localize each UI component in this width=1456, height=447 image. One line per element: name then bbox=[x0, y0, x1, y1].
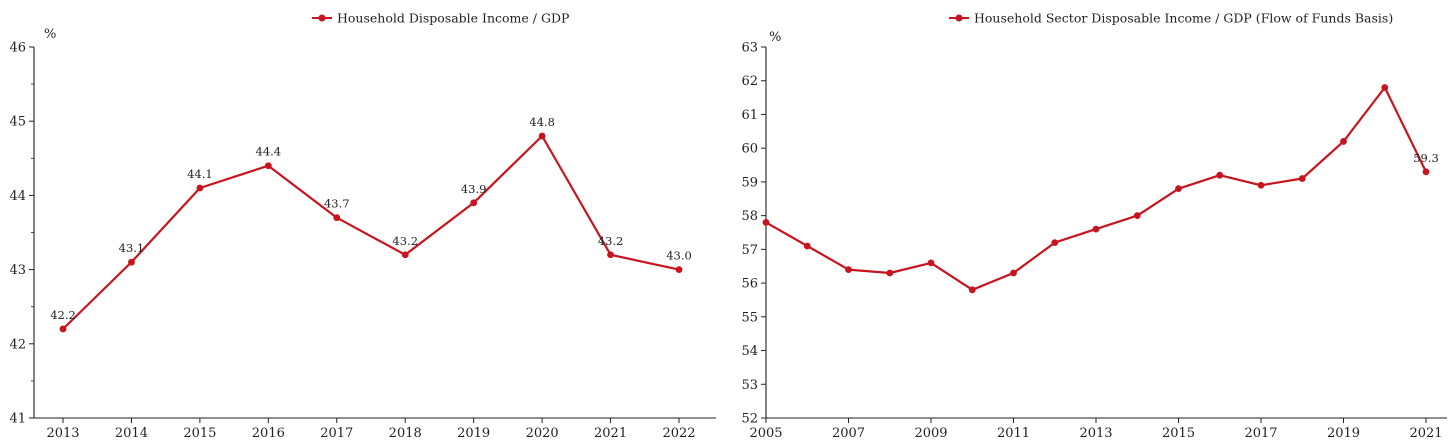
left-data-point bbox=[538, 132, 546, 140]
right-chart-legend: Household Sector Disposable Income / GDP… bbox=[949, 11, 1393, 26]
right-data-point bbox=[1340, 138, 1347, 145]
left-data-label: 43.7 bbox=[324, 197, 350, 211]
left-data-label: 44.1 bbox=[187, 167, 213, 181]
right-y-tick-label: 55 bbox=[741, 310, 758, 325]
right-data-point bbox=[1175, 185, 1182, 193]
right-x-tick-label: 2019 bbox=[1327, 426, 1360, 441]
left-data-label: 43.1 bbox=[119, 241, 145, 255]
right-x-tick-label: 2007 bbox=[832, 426, 865, 441]
left-x-tick-label: 2016 bbox=[252, 426, 285, 441]
right-data-point bbox=[1133, 212, 1141, 220]
right-data-point bbox=[1010, 269, 1017, 277]
left-y-tick-label: 46 bbox=[9, 41, 26, 56]
left-data-label: 44.4 bbox=[256, 145, 282, 159]
right-data-point bbox=[803, 242, 811, 250]
right-y-tick-label: 53 bbox=[741, 378, 758, 393]
left-y-ticks: 41 42 43 44 45 46 bbox=[9, 41, 34, 427]
left-data-point bbox=[607, 251, 614, 259]
right-x-tick-label: 2011 bbox=[997, 426, 1030, 441]
right-y-tick-label: 56 bbox=[741, 277, 758, 292]
right-data-point bbox=[1381, 84, 1389, 91]
right-y-tick-label: 52 bbox=[741, 412, 758, 427]
left-x-ticks: 2013 2014 2015 2016 2017 2018 2019 2020 2021 2022 bbox=[46, 418, 696, 441]
left-x-tick-label: 2013 bbox=[46, 426, 79, 441]
left-data-label: 43.2 bbox=[598, 234, 624, 248]
right-series: 59.3 bbox=[762, 84, 1439, 294]
left-chart: Household Disposable Income / GDP % 41 42… bbox=[9, 11, 716, 441]
right-y-unit-label: % bbox=[769, 30, 781, 45]
left-x-tick-label: 2020 bbox=[526, 426, 559, 441]
left-y-tick-label: 45 bbox=[9, 115, 26, 130]
left-y-tick-label: 43 bbox=[9, 263, 26, 278]
right-data-point bbox=[1051, 239, 1059, 247]
right-legend-marker-icon bbox=[955, 14, 963, 22]
left-data-point bbox=[401, 251, 409, 259]
left-data-point bbox=[264, 162, 272, 170]
right-y-tick-label: 57 bbox=[741, 243, 758, 258]
left-x-tick-label: 2019 bbox=[457, 426, 490, 441]
left-x-tick-label: 2017 bbox=[320, 426, 353, 441]
right-series-line bbox=[765, 86, 1427, 291]
left-data-point bbox=[59, 325, 67, 333]
left-series-line bbox=[62, 134, 680, 330]
right-data-point bbox=[1092, 225, 1100, 233]
right-y-tick-label: 61 bbox=[741, 108, 758, 123]
left-x-tick-label: 2014 bbox=[115, 426, 148, 441]
right-data-point bbox=[1216, 171, 1224, 179]
right-data-label: 59.3 bbox=[1413, 151, 1439, 165]
left-y-tick-label: 41 bbox=[9, 412, 26, 427]
left-series: 42.2 43.1 44.1 44.4 43.7 43.2 43.9 44.8 43.2 43.0 bbox=[50, 115, 692, 333]
left-chart-legend: Household Disposable Income / GDP bbox=[312, 11, 569, 26]
right-x-ticks: 2005 2007 2009 2011 2013 2015 2017 2019 2021 bbox=[749, 418, 1443, 441]
left-data-label: 43.0 bbox=[666, 249, 692, 263]
right-data-point bbox=[886, 269, 894, 277]
right-x-tick-label: 2021 bbox=[1409, 426, 1442, 441]
left-x-tick-label: 2015 bbox=[183, 426, 216, 441]
right-data-point bbox=[1257, 181, 1265, 189]
left-data-point bbox=[128, 258, 135, 266]
left-legend-marker-icon bbox=[318, 14, 326, 22]
right-y-tick-label: 60 bbox=[741, 142, 758, 157]
left-data-label: 43.9 bbox=[461, 182, 487, 196]
right-x-tick-label: 2013 bbox=[1079, 426, 1112, 441]
right-data-point bbox=[968, 286, 976, 294]
left-x-tick-label: 2022 bbox=[662, 426, 695, 441]
right-x-tick-label: 2017 bbox=[1244, 426, 1277, 441]
right-data-point bbox=[762, 218, 770, 226]
right-x-tick-label: 2015 bbox=[1162, 426, 1195, 441]
right-chart: Household Sector Disposable Income / GDP… bbox=[741, 11, 1447, 441]
left-y-tick-label: 42 bbox=[9, 337, 26, 352]
right-legend-label: Household Sector Disposable Income / GDP… bbox=[974, 11, 1393, 26]
right-data-point bbox=[1422, 168, 1430, 176]
left-data-point bbox=[333, 214, 341, 222]
left-data-point bbox=[470, 199, 478, 207]
right-y-tick-label: 63 bbox=[741, 41, 758, 56]
left-y-tick-label: 44 bbox=[9, 189, 26, 204]
left-data-label: 44.8 bbox=[529, 115, 555, 129]
left-x-tick-label: 2021 bbox=[594, 426, 627, 441]
left-data-label: 42.2 bbox=[50, 308, 76, 322]
right-data-point bbox=[1298, 175, 1306, 182]
right-y-tick-label: 59 bbox=[741, 175, 758, 190]
left-y-unit-label: % bbox=[44, 27, 56, 42]
right-x-tick-label: 2005 bbox=[749, 426, 782, 441]
right-x-tick-label: 2009 bbox=[914, 426, 947, 441]
right-y-tick-label: 62 bbox=[741, 74, 758, 89]
right-y-ticks: 52 53 54 55 56 57 58 59 60 61 62 63 bbox=[741, 41, 766, 427]
right-data-point bbox=[845, 266, 852, 273]
right-y-tick-label: 58 bbox=[741, 209, 758, 224]
right-y-tick-label: 54 bbox=[741, 344, 758, 359]
left-data-point bbox=[196, 184, 204, 192]
left-data-label: 43.2 bbox=[392, 234, 418, 248]
right-data-point bbox=[927, 259, 935, 267]
left-legend-label: Household Disposable Income / GDP bbox=[337, 11, 569, 26]
left-data-point bbox=[675, 266, 683, 273]
left-x-tick-label: 2018 bbox=[389, 426, 422, 441]
